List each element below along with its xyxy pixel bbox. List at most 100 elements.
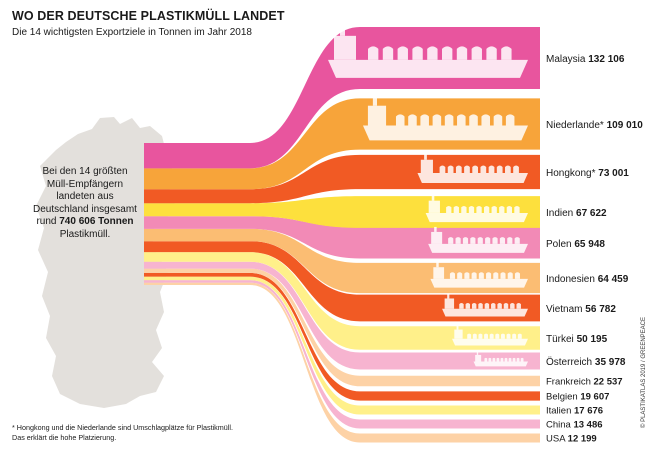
ship-mast (431, 195, 435, 201)
cargo-sack (439, 165, 446, 174)
cargo-sack (382, 46, 394, 60)
cargo-sack (513, 165, 519, 174)
ship-mast (424, 154, 427, 160)
ship-icon (362, 97, 528, 141)
country-name: Österreich (546, 356, 595, 368)
country-name: Polen (546, 239, 574, 250)
cargo-sack (507, 237, 513, 244)
cargo-sack (516, 357, 520, 362)
cargo-sack (472, 165, 479, 174)
cargo-sack (481, 114, 491, 126)
cargo-sack (484, 357, 488, 362)
country-label: Österreich 35 978 (546, 356, 626, 368)
cargo-sack (478, 302, 483, 309)
cargo-sack (453, 206, 459, 213)
cargo-sack (442, 46, 453, 60)
cargo-sack (455, 237, 461, 244)
cargo-sack (476, 206, 482, 213)
cargo-sack (516, 302, 521, 309)
cargo-sack (469, 114, 478, 126)
ship-bridge (475, 354, 482, 362)
summary-line: rund 740 606 Tonnen (26, 216, 144, 229)
cargo-sack (457, 114, 466, 126)
ship-bridge (454, 329, 463, 339)
summary-line: landeten aus (56, 191, 114, 202)
cargo-sack (492, 357, 496, 362)
ship-hull (328, 59, 528, 78)
cargo-sack (465, 302, 471, 309)
cargo-sack (427, 46, 438, 60)
ship-mast (436, 262, 439, 268)
cargo-sack (444, 114, 454, 126)
cargo-sack (506, 206, 513, 213)
country-name: USA (546, 434, 568, 445)
ship-mast (434, 226, 437, 232)
country-label: China 13 486 (546, 420, 603, 431)
cargo-sack (495, 333, 500, 339)
cargo-sack (489, 333, 494, 339)
export-value: 22 537 (594, 377, 623, 388)
country-name: Italien (546, 406, 574, 417)
cargo-sack (472, 333, 477, 339)
cargo-sack (459, 302, 464, 309)
cargo-sack (514, 237, 520, 244)
ship-bridge (431, 231, 443, 244)
country-name: Malaysia (546, 54, 588, 65)
export-value: 50 195 (577, 334, 608, 345)
cargo-sack (499, 237, 506, 244)
ship-hull (430, 278, 528, 288)
cargo-sack (505, 165, 511, 174)
cargo-sack (493, 272, 499, 279)
export-value: 12 199 (568, 434, 597, 445)
summary-line: Deutschland insgesamt (33, 203, 137, 215)
country-label: Malaysia 132 106 (546, 54, 625, 65)
cargo-sack (503, 302, 509, 309)
cargo-sack (492, 237, 498, 244)
country-label: USA 12 199 (546, 434, 597, 445)
cargo-sack (449, 272, 455, 279)
country-label: Türkei 50 195 (546, 334, 608, 345)
country-label: Indien 67 622 (546, 208, 607, 219)
cargo-sack (471, 46, 482, 60)
export-value: 56 782 (585, 304, 616, 315)
cargo-sack (517, 333, 522, 339)
cargo-sack (455, 165, 462, 174)
germany-map (36, 117, 176, 408)
cargo-sack (500, 357, 504, 362)
cargo-sack (467, 333, 472, 339)
summary-line: Müll-Empfängern (46, 178, 124, 190)
germany-map-shape (36, 117, 176, 408)
ship-hull (428, 243, 528, 253)
country-label: Vietnam 56 782 (546, 304, 616, 315)
cargo-sack (471, 302, 477, 309)
ship-bridge (420, 159, 433, 174)
cargo-sack (508, 357, 512, 362)
ship-icon (473, 352, 528, 367)
cargo-sack (520, 357, 524, 362)
cargo-sack (486, 272, 492, 279)
ship-icon (417, 154, 528, 183)
country-label: Italien 17 676 (546, 406, 603, 417)
country-name: Türkei (546, 334, 577, 345)
ship-bridge (334, 35, 356, 60)
cargo-sack (510, 302, 515, 309)
cargo-sack (484, 302, 490, 309)
cargo-sack (395, 114, 405, 126)
cargo-sack (477, 237, 483, 244)
cargo-ships (328, 25, 528, 367)
ship-hull (425, 212, 528, 223)
cargo-sack (505, 114, 515, 126)
summary-total: 740 606 Tonnen (59, 216, 134, 227)
footnote: * Hongkong und die Niederlande sind Umsc… (12, 423, 282, 443)
cargo-sack (461, 206, 467, 213)
ship-icon (425, 195, 528, 223)
ship-mast (340, 25, 345, 36)
export-value: 132 106 (588, 54, 625, 65)
export-value: 109 010 (607, 120, 644, 131)
cargo-sack (501, 46, 512, 60)
cargo-sack (420, 114, 429, 126)
cargo-sack (499, 206, 505, 213)
cargo-sack (507, 272, 513, 279)
cargo-sack (456, 46, 468, 60)
